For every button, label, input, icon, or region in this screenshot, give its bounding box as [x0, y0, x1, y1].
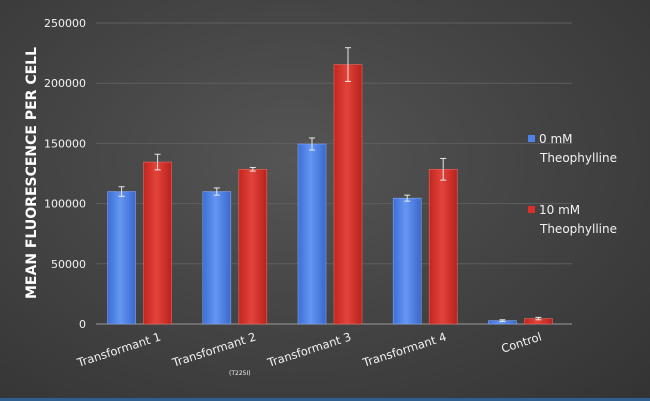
- legend-label: 0 mM: [539, 132, 573, 146]
- x-category-label: Transformant 2: [170, 330, 258, 371]
- y-tick-label: 50000: [51, 258, 86, 271]
- x-category-label: Transformant 3: [265, 330, 353, 371]
- bar-0mm-0: [107, 191, 136, 325]
- legend-label: 10 mM: [539, 203, 580, 217]
- x-category-label: Transformant 1: [74, 330, 162, 371]
- x-category-label: Control: [499, 330, 543, 356]
- x-category-label: Transformant 4: [360, 330, 448, 371]
- y-tick-label: 0: [79, 318, 86, 331]
- x-category-note: (T225I): [229, 370, 251, 377]
- bar-0mm-2: [297, 143, 327, 325]
- legend-label: Theophylline: [539, 151, 617, 165]
- y-axis-ticks: 0 50000 100000 150000 200000 250000: [44, 17, 86, 331]
- legend-label: Theophylline: [539, 222, 617, 236]
- y-tick-label: 250000: [44, 17, 86, 30]
- y-tick-label: 200000: [44, 77, 86, 90]
- error-bars: [118, 47, 542, 322]
- bar-10mm-2: [333, 64, 363, 325]
- window-bottom-edge: [0, 398, 650, 401]
- bars: [107, 64, 553, 325]
- legend: 0 mM Theophylline 10 mM Theophylline: [528, 132, 617, 236]
- bar-0mm-3: [392, 197, 422, 325]
- bar-10mm-0: [143, 161, 172, 325]
- y-tick-label: 100000: [44, 198, 86, 211]
- bar-0mm-1: [202, 191, 232, 325]
- x-axis-labels: Transformant 1 Transformant 2(T225I) Trans…: [74, 330, 543, 377]
- y-axis-title: MEAN FLUORESCENCE PER CELL: [24, 47, 40, 299]
- bar-10mm-1: [238, 168, 268, 325]
- legend-swatch: [528, 206, 535, 213]
- legend-swatch: [528, 135, 535, 142]
- bar-10mm-3: [428, 168, 458, 325]
- y-tick-label: 150000: [44, 137, 86, 150]
